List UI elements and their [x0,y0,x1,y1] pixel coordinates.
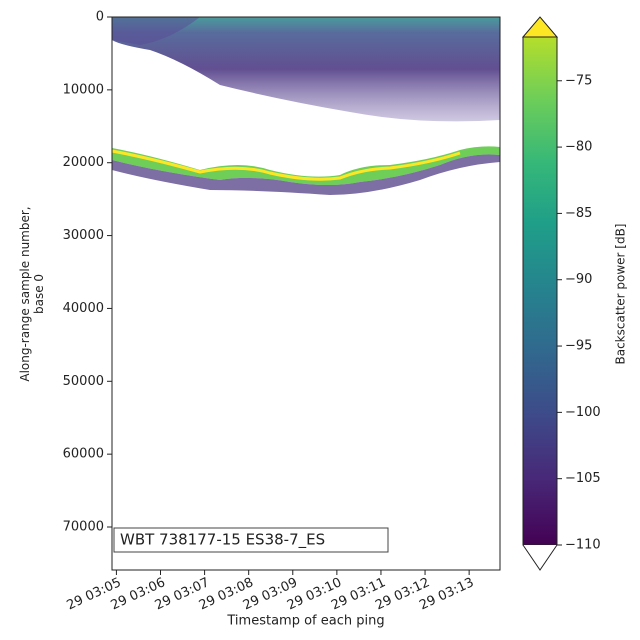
y-tick-label: 30000 [63,228,104,243]
colorbar [522,36,558,546]
colorbar-label: Backscatter power [dB] [614,224,628,365]
colorbar-tick-label: −110 [565,538,601,553]
colorbar-tick-label: −100 [565,405,601,420]
y-tick-label: 10000 [63,82,104,97]
colorbar-extend-bottom [522,544,558,571]
colorbar-tick-label: −90 [565,272,592,287]
colorbar-tick-label: −80 [565,140,592,155]
colorbar-tick-label: −85 [565,206,592,221]
y-tick-label: 50000 [63,374,104,389]
y-tick-label: 70000 [63,520,104,535]
colorbar-extend-top [521,16,559,38]
y-axis-label: Along-range sample number,base 0 [18,206,46,381]
annotation-box [113,527,389,553]
colorbar-tick-label: −75 [565,73,592,88]
y-tick-label: 20000 [63,155,104,170]
plot-frame [111,16,501,571]
x-axis-label: Timestamp of each ping [226,614,384,629]
colorbar-tick-label: −95 [565,339,592,354]
y-tick-label: 40000 [63,301,104,316]
echogram [111,17,500,195]
y-tick-label: 60000 [63,447,104,462]
annotation: WBT 738177-15 ES38-7_ES [120,531,325,550]
y-tick-label: 0 [96,10,104,25]
colorbar-tick-label: −105 [565,471,601,486]
